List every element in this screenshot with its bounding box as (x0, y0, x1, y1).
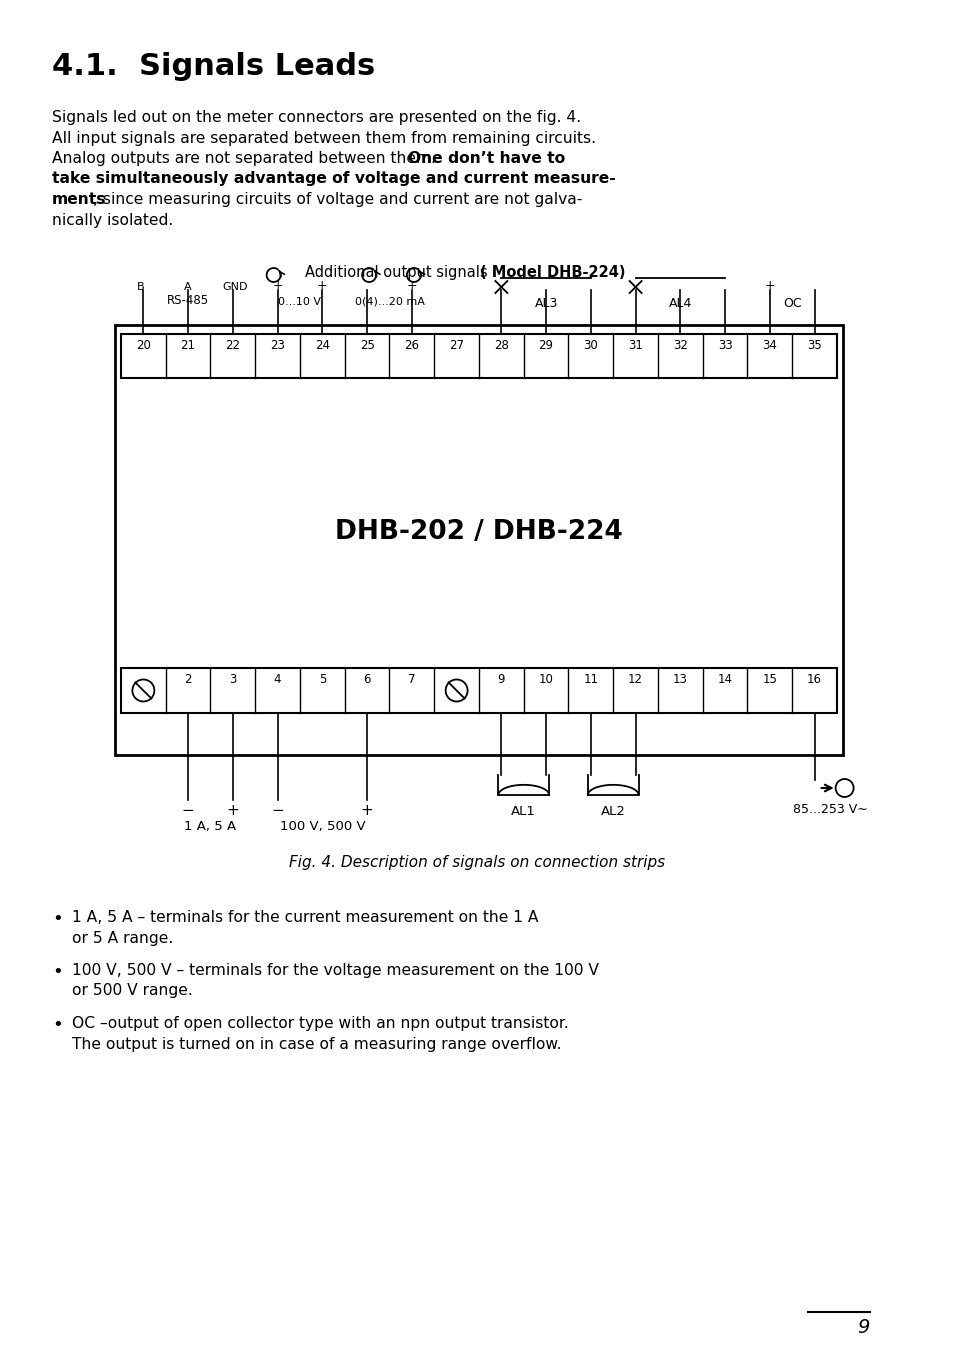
Text: 32: 32 (672, 339, 687, 352)
Text: 7: 7 (408, 672, 416, 686)
Text: B: B (136, 282, 144, 292)
Text: Analog outputs are not separated between them.: Analog outputs are not separated between… (52, 151, 440, 165)
Text: One don’t have to: One don’t have to (408, 151, 565, 165)
Text: 1 A, 5 A: 1 A, 5 A (184, 820, 236, 833)
Text: 4: 4 (274, 672, 281, 686)
Text: 5: 5 (318, 672, 326, 686)
Text: 11: 11 (583, 672, 598, 686)
Text: AL2: AL2 (600, 806, 625, 818)
Text: nically isolated.: nically isolated. (52, 213, 173, 227)
Text: 4.1.  Signals Leads: 4.1. Signals Leads (52, 52, 375, 81)
Text: 12: 12 (627, 672, 642, 686)
Text: 26: 26 (404, 339, 419, 352)
Text: •: • (52, 1015, 63, 1034)
Text: 24: 24 (314, 339, 330, 352)
Text: ments: ments (52, 192, 107, 207)
Text: 25: 25 (359, 339, 375, 352)
Text: 9: 9 (857, 1318, 869, 1337)
Text: +: + (316, 278, 327, 292)
Text: 23: 23 (270, 339, 285, 352)
Text: 0(4)...20 mA: 0(4)...20 mA (355, 297, 424, 307)
Text: 29: 29 (538, 339, 553, 352)
Circle shape (835, 779, 853, 798)
Text: 85...253 V∼: 85...253 V∼ (792, 803, 866, 816)
Text: All input signals are separated between them from remaining circuits.: All input signals are separated between … (52, 130, 596, 145)
Text: 0...10 V: 0...10 V (278, 297, 321, 307)
Text: 16: 16 (806, 672, 821, 686)
Text: 15: 15 (761, 672, 777, 686)
Text: 20: 20 (135, 339, 151, 352)
Bar (121, 668, 836, 713)
Text: 9: 9 (497, 672, 504, 686)
Text: AL1: AL1 (511, 806, 536, 818)
Text: OC: OC (782, 297, 801, 309)
Text: +: + (763, 278, 775, 292)
Text: +: + (360, 803, 374, 818)
Text: RS-485: RS-485 (167, 295, 209, 307)
Text: 100 V, 500 V: 100 V, 500 V (279, 820, 365, 833)
Text: 10: 10 (538, 672, 553, 686)
Text: AL4: AL4 (668, 297, 691, 309)
Text: or 5 A range.: or 5 A range. (71, 931, 173, 946)
Text: Fig. 4. Description of signals on connection strips: Fig. 4. Description of signals on connec… (289, 855, 664, 870)
Text: •: • (52, 963, 63, 981)
Text: 35: 35 (806, 339, 821, 352)
Text: A: A (184, 282, 192, 292)
Text: 31: 31 (627, 339, 642, 352)
Text: Additional output signals: Additional output signals (305, 265, 492, 280)
Text: 34: 34 (761, 339, 777, 352)
Text: The output is turned on in case of a measuring range overflow.: The output is turned on in case of a mea… (71, 1037, 561, 1052)
Text: ( Model DHB-224): ( Model DHB-224) (479, 265, 625, 280)
Circle shape (445, 679, 467, 702)
Text: AL3: AL3 (534, 297, 558, 309)
Text: 22: 22 (225, 339, 240, 352)
Text: 21: 21 (180, 339, 195, 352)
Text: Signals led out on the meter connectors are presented on the fig. 4.: Signals led out on the meter connectors … (52, 110, 580, 125)
Text: 100 V, 500 V – terminals for the voltage measurement on the 100 V: 100 V, 500 V – terminals for the voltage… (71, 963, 598, 978)
Text: 33: 33 (717, 339, 732, 352)
Text: OC –output of open collector type with an npn output transistor.: OC –output of open collector type with a… (71, 1015, 568, 1032)
Text: 3: 3 (229, 672, 236, 686)
Text: +: + (226, 803, 239, 818)
Text: take simultaneously advantage of voltage and current measure-: take simultaneously advantage of voltage… (52, 172, 615, 187)
Text: , since measuring circuits of voltage and current are not galva-: , since measuring circuits of voltage an… (92, 192, 581, 207)
Text: −: − (182, 803, 194, 818)
Text: DHB-202 / DHB-224: DHB-202 / DHB-224 (335, 519, 622, 545)
Text: GND: GND (222, 282, 248, 292)
Text: or 500 V range.: or 500 V range. (71, 983, 193, 998)
Text: −: − (271, 803, 284, 818)
Text: 30: 30 (583, 339, 598, 352)
Text: 1 A, 5 A – terminals for the current measurement on the 1 A: 1 A, 5 A – terminals for the current mea… (71, 911, 537, 925)
Text: •: • (52, 911, 63, 928)
Circle shape (132, 679, 154, 702)
Text: 13: 13 (672, 672, 687, 686)
Text: 14: 14 (717, 672, 732, 686)
Text: +: + (406, 278, 416, 292)
Bar (121, 334, 836, 378)
Text: 6: 6 (363, 672, 371, 686)
Text: +: + (272, 278, 283, 292)
Text: 27: 27 (449, 339, 464, 352)
Text: 2: 2 (184, 672, 192, 686)
Text: 28: 28 (494, 339, 508, 352)
Bar (115, 325, 842, 755)
